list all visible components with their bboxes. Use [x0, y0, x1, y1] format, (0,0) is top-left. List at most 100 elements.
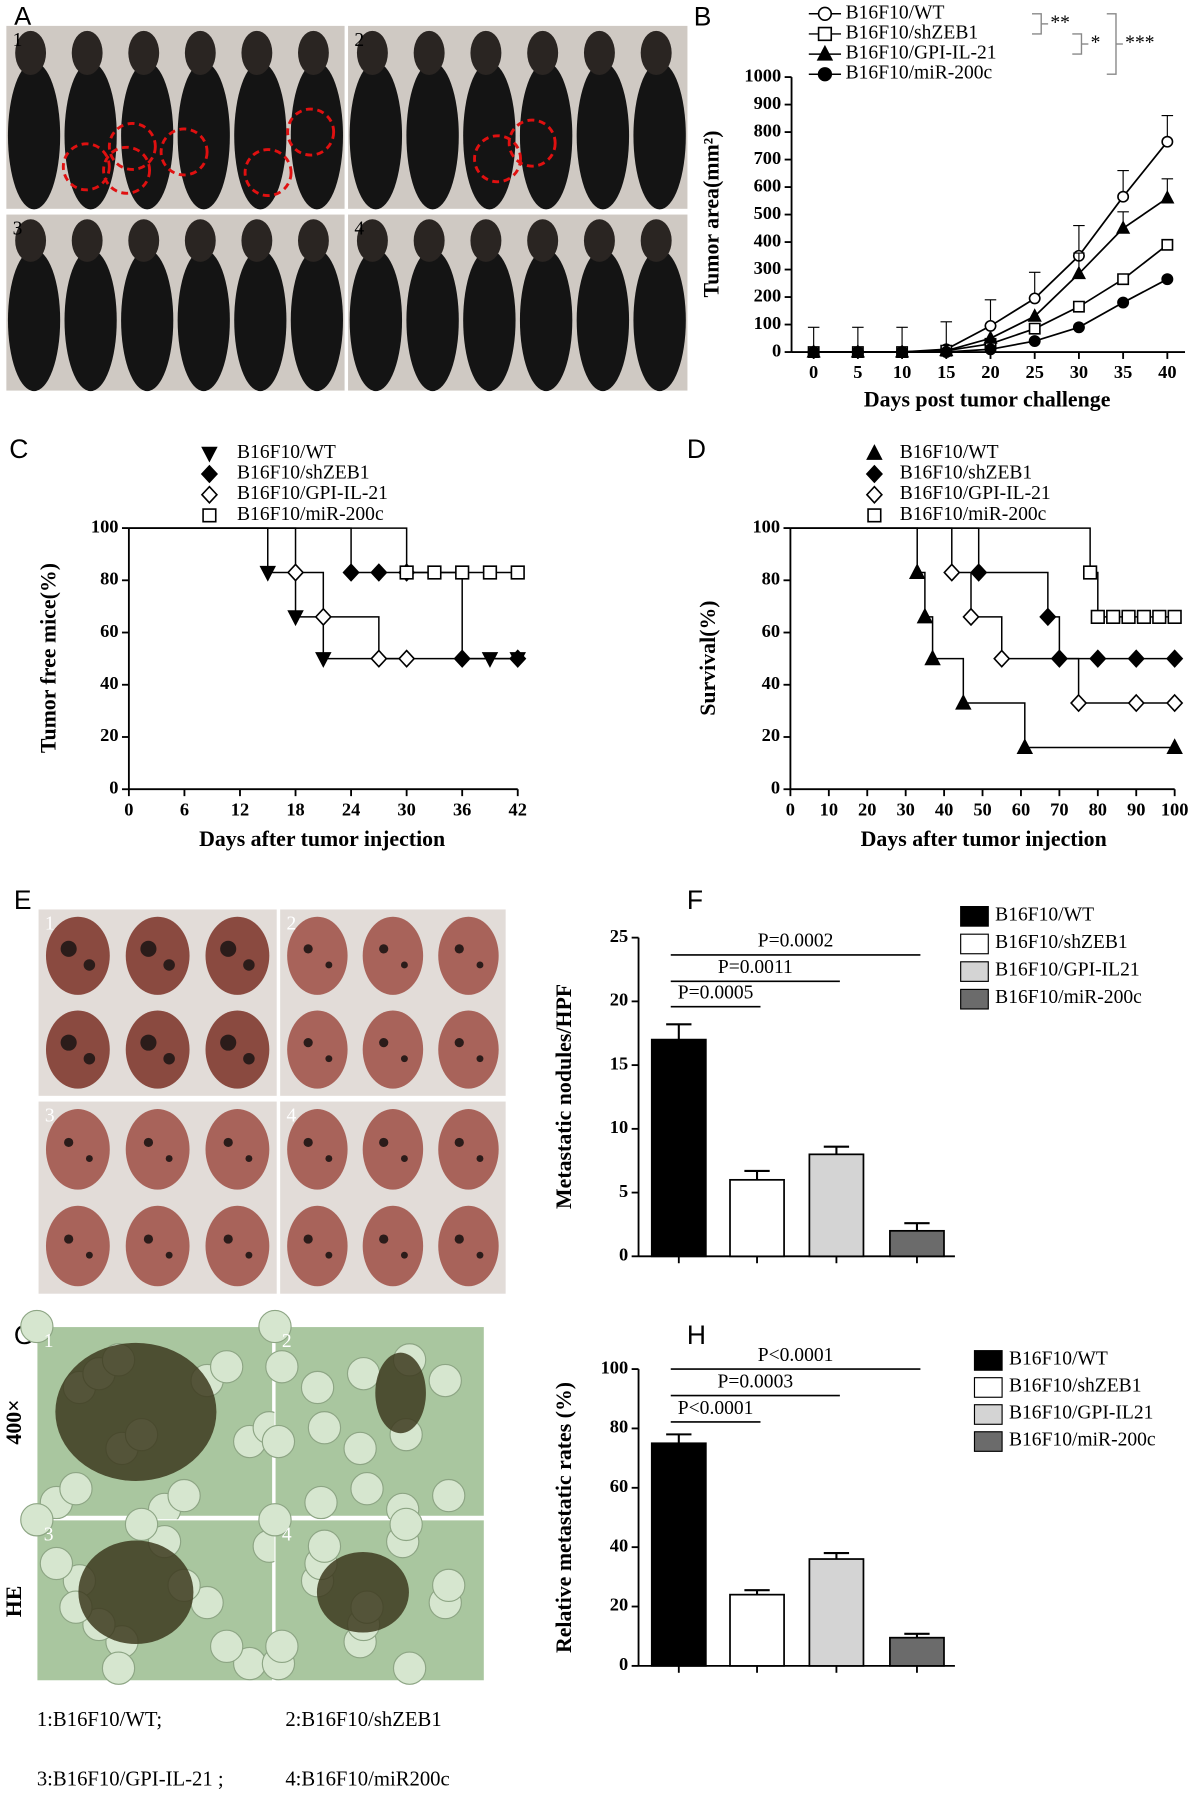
nodule [379, 1038, 389, 1048]
mouse [463, 62, 516, 210]
point [482, 565, 498, 580]
tumor-circle [507, 118, 557, 168]
x-axis-label: Days post tumor challenge [864, 388, 1111, 412]
y-tick-label: 60 [762, 621, 780, 641]
lung [205, 1205, 270, 1287]
point [896, 346, 909, 359]
x-tick-label: 18 [286, 799, 304, 819]
legend-label: B16F10/WT [1009, 1348, 1108, 1369]
point [1028, 322, 1041, 335]
nodule [140, 1034, 157, 1051]
y-axis-label: Survival(%) [696, 600, 720, 715]
panel-label: A [14, 1, 32, 31]
mouse-head [470, 219, 502, 262]
point [1117, 273, 1130, 286]
nodule [476, 961, 484, 969]
nodule [303, 1234, 313, 1244]
photo-label: 1 [45, 913, 55, 934]
x-tick-label: 30 [397, 799, 415, 819]
y-tick-label: 60 [100, 621, 118, 641]
point [427, 565, 442, 580]
y-tick-label: 100 [601, 1357, 629, 1377]
side-label: HE [2, 1586, 26, 1618]
legend-marker [816, 44, 834, 61]
x-tick-label: 0 [809, 362, 818, 382]
alveolus [20, 1503, 54, 1537]
photo [5, 213, 346, 392]
lung [287, 916, 348, 995]
legend-label: B16F10/GPI-IL21 [1009, 1402, 1153, 1423]
point [943, 563, 961, 582]
point [1127, 649, 1145, 668]
mouse [349, 62, 403, 210]
lung [287, 1205, 348, 1287]
lung [438, 1109, 499, 1190]
y-tick-label: 80 [610, 1417, 628, 1437]
p-value: P=0.0005 [678, 982, 754, 1003]
x-tick-label: 6 [180, 799, 189, 819]
point [993, 649, 1011, 668]
x-tick-label: 50 [973, 799, 991, 819]
caption: 2:B16F10/shZEB1 [285, 1709, 441, 1731]
nodule [325, 1155, 333, 1162]
y-axis-label: Metastatic nodules/HPF [552, 984, 576, 1209]
lesion [55, 1342, 217, 1481]
nodule [163, 1052, 175, 1065]
mouse-head [15, 219, 47, 262]
mouse-head [71, 30, 103, 76]
photo-label: 4 [286, 1106, 296, 1127]
x-tick-label: 60 [1012, 799, 1030, 819]
y-tick-label: 900 [754, 93, 782, 113]
point [1082, 565, 1098, 580]
caption: 3:B16F10/GPI-IL-21 ; [37, 1769, 224, 1791]
x-tick-label: 0 [124, 799, 133, 819]
x-tick-label: 5 [853, 362, 862, 382]
lung [205, 1010, 270, 1089]
point [287, 610, 304, 627]
caption: 1:B16F10/WT; [37, 1709, 162, 1731]
nodule [454, 1137, 464, 1148]
mouse [64, 249, 117, 392]
y-tick-label: 1000 [744, 65, 781, 85]
lung [45, 1109, 110, 1190]
x-tick-label: 15 [937, 362, 955, 382]
legend-label: B16F10/WT [995, 904, 1094, 925]
point [1116, 220, 1131, 234]
mouse-head [241, 30, 273, 76]
x-tick-label: 25 [1026, 362, 1044, 382]
panel-label: F [687, 885, 703, 915]
alveolus [307, 1411, 342, 1445]
x-tick-label: 100 [1161, 799, 1189, 819]
panel-label: D [687, 434, 706, 464]
legend-label: B16F10/shZEB1 [995, 932, 1128, 953]
mouse-head [527, 30, 559, 76]
nodule [476, 1251, 484, 1259]
lung [125, 1109, 190, 1190]
legend-label: B16F10/miR-200c [900, 504, 1047, 525]
nodule [64, 1137, 74, 1148]
point [1039, 607, 1057, 627]
bar [729, 1593, 785, 1667]
legend-marker [200, 464, 218, 484]
legend-swatch [960, 933, 989, 955]
bar [650, 1038, 707, 1258]
mouse [406, 62, 459, 210]
y-tick-label: 40 [762, 673, 780, 693]
x-tick-label: 30 [1070, 362, 1088, 382]
y-tick-label: 100 [754, 313, 782, 333]
bar [808, 1153, 865, 1258]
lesion [316, 1551, 409, 1633]
tumor-circle [61, 142, 111, 192]
nodule [140, 940, 157, 957]
mouse-head [128, 30, 160, 76]
legend-label: B16F10/shZEB1 [900, 462, 1033, 483]
point [1072, 321, 1085, 334]
lung [362, 1109, 424, 1190]
legend-marker [817, 67, 833, 82]
legend-marker [200, 485, 218, 504]
nodule [454, 1234, 464, 1244]
lung [287, 1010, 348, 1089]
mouse [234, 62, 287, 210]
alveolus [261, 1424, 296, 1459]
side-label: 400× [2, 1399, 26, 1444]
